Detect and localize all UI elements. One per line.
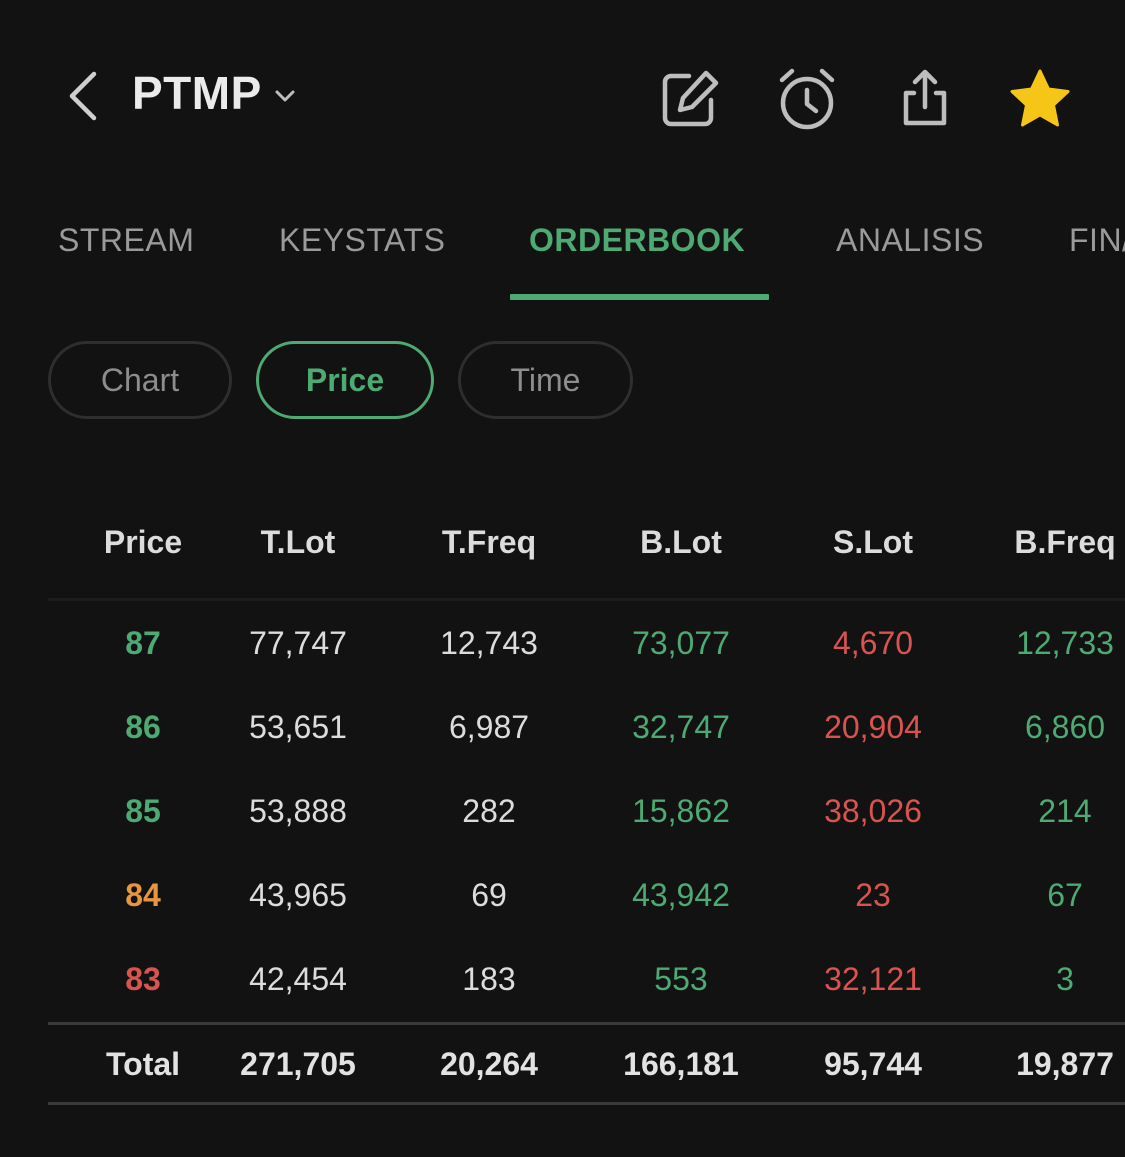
total-label: Total	[105, 1046, 181, 1082]
tab-orderbook[interactable]: ORDERBOOK	[529, 222, 746, 258]
share-button[interactable]	[893, 66, 957, 136]
table-row[interactable]: 86 53,651 6,987 32,747 20,904 6,860	[48, 685, 1125, 769]
header-divider	[48, 598, 1125, 601]
column-header-s-lot[interactable]: S.Lot	[833, 524, 913, 560]
b-freq-cell: 3	[1056, 961, 1074, 997]
price-cell: 84	[125, 877, 161, 913]
table-row[interactable]: 83 42,454 183 553 32,121 3	[48, 937, 1125, 1021]
price-cell: 86	[125, 709, 161, 745]
back-arrow-icon	[66, 70, 100, 127]
alarm-button[interactable]	[775, 66, 839, 136]
section-tabs: STREAM KEYSTATS ORDERBOOK ANALISIS FIN/	[0, 210, 1125, 302]
app-header: PTMP	[0, 0, 1125, 190]
b-freq-cell: 214	[1038, 793, 1092, 829]
total-t-freq: 20,264	[440, 1046, 538, 1082]
back-button[interactable]	[58, 68, 108, 128]
b-freq-cell: 12,733	[1016, 625, 1114, 661]
chevron-down-icon	[274, 89, 296, 103]
column-header-t-freq[interactable]: T.Freq	[441, 524, 537, 560]
edit-button[interactable]	[658, 66, 722, 136]
total-divider-top	[48, 1022, 1125, 1025]
t-freq-cell: 6,987	[448, 709, 530, 745]
alarm-icon	[776, 66, 838, 137]
view-price-button[interactable]: Price	[256, 341, 434, 419]
edit-icon	[659, 68, 721, 135]
orderbook-price-table: Price T.Lot T.Freq B.Lot S.Lot B.Freq	[48, 500, 1125, 584]
watchlist-star-button[interactable]	[1008, 66, 1072, 136]
total-b-lot: 166,181	[623, 1046, 739, 1082]
t-lot-cell: 42,454	[249, 961, 347, 997]
b-lot-cell: 73,077	[632, 625, 730, 661]
active-tab-indicator	[510, 294, 769, 300]
t-freq-cell: 282	[462, 793, 516, 829]
b-lot-cell: 15,862	[632, 793, 730, 829]
column-header-b-freq[interactable]: B.Freq	[1014, 524, 1116, 560]
orderbook-total: Total 271,705 20,264 166,181 95,744 19,8…	[48, 1022, 1125, 1106]
star-icon	[1007, 67, 1073, 136]
price-cell: 83	[125, 961, 161, 997]
s-lot-cell: 20,904	[824, 709, 922, 745]
s-lot-cell: 23	[855, 877, 891, 913]
total-t-lot: 271,705	[240, 1046, 356, 1082]
table-row[interactable]: 84 43,965 69 43,942 23 67	[48, 853, 1125, 937]
t-lot-cell: 77,747	[249, 625, 347, 661]
total-b-freq: 19,877	[1016, 1046, 1114, 1082]
b-lot-cell: 553	[654, 961, 708, 997]
s-lot-cell: 4,670	[832, 625, 914, 661]
price-cell: 87	[125, 625, 161, 661]
s-lot-cell: 38,026	[824, 793, 922, 829]
s-lot-cell: 32,121	[824, 961, 922, 997]
price-cell: 85	[125, 793, 161, 829]
t-freq-cell: 12,743	[440, 625, 538, 661]
t-lot-cell: 53,888	[249, 793, 347, 829]
column-header-t-lot[interactable]: T.Lot	[260, 524, 336, 560]
b-lot-cell: 32,747	[632, 709, 730, 745]
table-row[interactable]: 87 77,747 12,743 73,077 4,670 12,733	[48, 601, 1125, 685]
total-s-lot: 95,744	[824, 1046, 922, 1082]
t-freq-cell: 183	[462, 961, 516, 997]
tab-stream[interactable]: STREAM	[58, 222, 195, 258]
ticker-selector[interactable]: PTMP	[132, 66, 296, 120]
b-lot-cell: 43,942	[632, 877, 730, 913]
orderbook-rows: 87 77,747 12,743 73,077 4,670 12,733 86 …	[48, 601, 1125, 1021]
b-freq-cell: 6,860	[1024, 709, 1106, 745]
table-row[interactable]: 85 53,888 282 15,862 38,026 214	[48, 769, 1125, 853]
column-header-b-lot[interactable]: B.Lot	[640, 524, 722, 560]
t-lot-cell: 43,965	[249, 877, 347, 913]
share-icon	[896, 67, 954, 136]
tab-keystats[interactable]: KEYSTATS	[279, 222, 446, 258]
view-chart-button[interactable]: Chart	[48, 341, 232, 419]
t-lot-cell: 53,651	[249, 709, 347, 745]
t-freq-cell: 69	[471, 877, 507, 913]
tab-financial[interactable]: FIN/	[1069, 222, 1125, 258]
table-header: Price T.Lot T.Freq B.Lot S.Lot B.Freq	[48, 500, 1125, 584]
tab-analisis[interactable]: ANALISIS	[836, 222, 985, 258]
view-time-button[interactable]: Time	[458, 341, 633, 419]
total-row: Total 271,705 20,264 166,181 95,744 19,8…	[48, 1022, 1125, 1106]
ticker-symbol: PTMP	[132, 67, 262, 119]
b-freq-cell: 67	[1047, 877, 1083, 913]
column-header-price[interactable]: Price	[103, 524, 183, 560]
total-divider-bottom	[48, 1102, 1125, 1105]
